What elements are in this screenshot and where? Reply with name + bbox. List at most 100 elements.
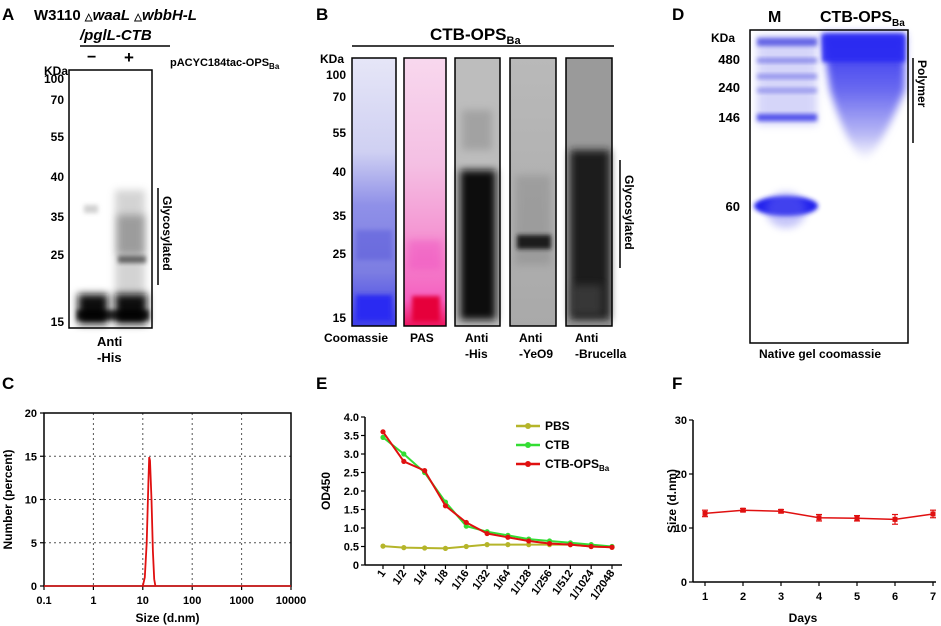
data-point (463, 523, 469, 529)
series-line-ctb-ops (382, 431, 613, 549)
y-axis-label: OD450 (319, 472, 333, 510)
marker-label: 240 (718, 80, 740, 95)
strain-label-line1: W3110 △waaL △wbbH-L (34, 7, 197, 24)
lane-label-a-1: Anti (97, 334, 122, 349)
data-point (401, 545, 407, 551)
marker-label: 70 (51, 93, 65, 107)
chart-c: C 0.1 1 10 100 1000 10000 0 5 10 15 20 Size (d.nm) N… (1, 374, 306, 625)
data-point (380, 429, 386, 435)
data-point (740, 507, 746, 513)
marker-labels-a: 100 70 55 40 35 25 15 (44, 72, 64, 329)
marker-label: 40 (333, 165, 347, 179)
y-tick-label: 2.5 (344, 468, 359, 480)
x-tick-label: 6 (892, 591, 898, 603)
data-point (588, 543, 594, 550)
marker-label: 55 (51, 130, 65, 144)
y-tick-label: 3.5 (344, 431, 359, 443)
y-tick-label: 1.0 (344, 523, 359, 535)
lane-coomassie (352, 58, 396, 326)
series-line (141, 456, 157, 587)
marker-label: 55 (333, 126, 347, 140)
data-point (567, 542, 573, 548)
panel-letter-a: A (2, 5, 14, 24)
panel-letter-c: C (2, 374, 14, 393)
x-tick-label: 10 (137, 595, 149, 607)
glycosylated-label-a: Glycosylated (160, 196, 174, 271)
blot-a-frame (68, 69, 153, 329)
x-tick-label: 10000 (276, 595, 307, 607)
data-point (505, 542, 511, 548)
marker-label: 70 (333, 90, 347, 104)
y-tick-label: 1.5 (344, 505, 359, 517)
chart-f: F 0 10 20 30 1 2 3 4 5 6 7 Days Size (d.nm) (665, 374, 936, 625)
data-point (422, 545, 428, 551)
y-tick-label: 10 (675, 523, 687, 535)
y-tick-label: 3.0 (344, 449, 359, 461)
legend-marker (525, 461, 531, 467)
native-gel-caption: Native gel coomassie (759, 347, 881, 361)
marker-label: 25 (51, 248, 65, 262)
data-point (609, 544, 615, 550)
panel-a: A W3110 △waaL △wbbH-L /pglL-CTB − + pACY… (2, 5, 280, 365)
marker-lane (754, 35, 818, 228)
lane-label: Anti (519, 331, 542, 345)
panel-letter-b: B (316, 5, 328, 24)
data-point (484, 530, 490, 537)
lane-label: Anti (465, 331, 488, 345)
x-tick-label: 2 (740, 591, 746, 603)
data-point (442, 545, 449, 551)
data-point (484, 542, 490, 548)
data-point (505, 534, 511, 540)
lane-label-a-2: -His (97, 350, 122, 365)
marker-label: 35 (51, 210, 65, 224)
y-tick-label: 0 (353, 560, 359, 572)
data-point (380, 543, 386, 549)
x-axis-label: Days (789, 611, 818, 625)
panel-letter-e: E (316, 374, 327, 393)
x-tick-label: 1/4 (411, 567, 430, 587)
panel-d: D M CTB-OPSBa KDa 480 240 146 60 Polymer Na… (672, 5, 929, 361)
x-tick-label: 4 (816, 591, 823, 603)
data-point (526, 538, 532, 544)
x-tick-label: 0.1 (36, 595, 51, 607)
x-tick-label: 5 (854, 591, 860, 603)
data-point (526, 542, 532, 548)
polymer-smear (822, 34, 905, 160)
lane-plus: + (124, 48, 134, 67)
x-tick-label: 1/16 (450, 568, 472, 592)
legend-marker (525, 442, 531, 448)
data-point (463, 519, 469, 526)
legend-marker (525, 423, 531, 429)
panel-b-title: CTB-OPSBa (430, 25, 521, 47)
data-point (892, 516, 898, 522)
marker-label: 60 (726, 199, 740, 214)
x-tick-label: 1/256 (529, 568, 555, 597)
data-point (778, 508, 784, 514)
panel-letter-f: F (672, 374, 682, 393)
x-tick-label: 1000 (229, 595, 253, 607)
y-axis-label: Size (d.nm) (665, 469, 679, 533)
polymer-label: Polymer (915, 60, 929, 108)
x-tick-label: 1/32 (470, 568, 492, 592)
strain-label-line2: /pglL-CTB (79, 27, 152, 44)
chart-e: E 00.51.01.52.02.53.03.54.01 1/2 1/4 1/81/1… (316, 374, 622, 602)
kda-label-a: KDa (44, 64, 68, 78)
x-tick-label: 1/8 (432, 568, 451, 587)
x-tick-label: 100 (183, 595, 201, 607)
marker-label: 480 (718, 52, 740, 67)
x-tick-label: 1/128 (509, 568, 535, 597)
data-point (546, 540, 553, 547)
lane-label: -Brucella (575, 347, 627, 361)
lane-label: PAS (410, 331, 434, 345)
x-tick-label: 7 (930, 591, 936, 603)
y-tick-label: 20 (675, 469, 687, 481)
y-tick-label: 4.0 (344, 412, 359, 424)
marker-label: 25 (333, 247, 347, 261)
panel-letter-d: D (672, 5, 684, 24)
x-tick-label: 1 (90, 595, 96, 607)
plasmid-label: pACYC184tac-OPSBa (170, 57, 280, 71)
data-point (816, 515, 822, 521)
data-point (422, 468, 428, 474)
y-tick-label: 2.0 (344, 486, 359, 498)
